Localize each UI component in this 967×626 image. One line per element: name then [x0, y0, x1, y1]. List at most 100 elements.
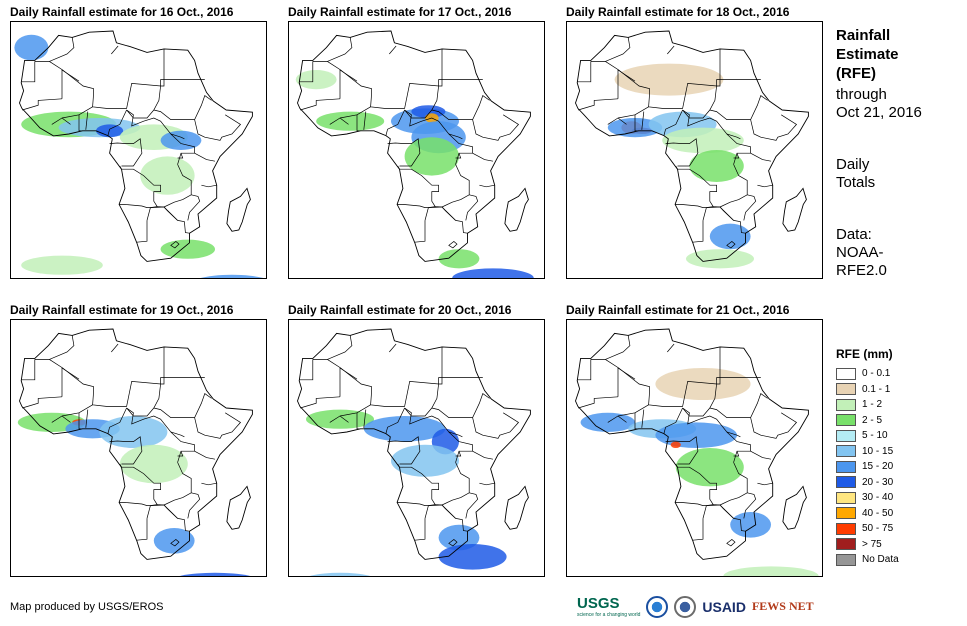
border-line — [153, 95, 212, 120]
border-line — [641, 111, 645, 130]
legend-swatch — [836, 491, 856, 504]
border-line — [665, 436, 699, 465]
madagascar-outline — [226, 485, 251, 530]
border-line — [177, 451, 184, 457]
border-line — [327, 61, 442, 109]
map-frame — [10, 319, 267, 577]
rain-area — [14, 34, 49, 61]
border-line — [385, 109, 405, 136]
border-line — [605, 61, 720, 109]
rain-area — [96, 124, 124, 138]
border-line — [438, 346, 443, 385]
border-line — [109, 138, 143, 167]
coastline — [19, 30, 253, 262]
border-line — [448, 241, 458, 249]
border-line — [136, 220, 148, 243]
border-line — [194, 114, 242, 141]
border-line — [663, 109, 683, 136]
legend-swatch — [836, 522, 856, 535]
border-line — [472, 114, 520, 141]
border-line — [675, 204, 714, 208]
madagascar-outline — [504, 187, 529, 232]
border-line — [455, 451, 462, 457]
border-line — [663, 407, 683, 434]
border-line — [726, 431, 751, 463]
rain-area — [316, 111, 385, 131]
totals-label: Daily Totals — [836, 156, 876, 191]
rain-area — [452, 268, 534, 278]
border-line — [363, 111, 367, 130]
coastline — [297, 328, 531, 560]
border-line — [22, 396, 63, 409]
border-line — [201, 482, 217, 486]
border-line — [750, 412, 798, 439]
border-line — [356, 114, 361, 132]
border-line — [448, 539, 458, 547]
panel-title: Daily Rainfall estimate for 16 Oct., 201… — [10, 5, 234, 19]
border-line — [750, 450, 772, 460]
border-line — [692, 220, 704, 243]
border-line — [299, 61, 314, 83]
legend-item: 30 - 40 — [836, 490, 899, 506]
rain-area — [580, 412, 635, 432]
border-line — [339, 69, 358, 99]
border-line — [300, 98, 341, 111]
border-line — [441, 206, 456, 221]
border-line — [414, 220, 426, 243]
madagascar-outline — [504, 485, 529, 530]
rain-area — [119, 444, 188, 484]
legend-item: 20 - 30 — [836, 475, 899, 491]
border-line — [465, 492, 479, 519]
legend-swatch — [836, 429, 856, 442]
rain-area — [363, 416, 446, 442]
border-line — [675, 165, 721, 208]
border-line — [136, 518, 148, 541]
border-line — [85, 409, 89, 428]
border-line — [607, 415, 627, 423]
africa-map — [14, 30, 264, 278]
border-line — [363, 409, 367, 428]
legend-swatch — [836, 538, 856, 551]
border-line — [312, 37, 353, 62]
border-line — [119, 204, 158, 208]
border-line — [733, 153, 740, 159]
border-line — [743, 194, 757, 221]
fews-net-logo: FEWS NET — [751, 599, 814, 613]
map-frame — [10, 21, 267, 279]
border-line — [126, 383, 161, 417]
border-line — [719, 462, 748, 506]
legend-item: No Data — [836, 552, 899, 568]
border-line — [111, 343, 119, 353]
border-line — [716, 48, 721, 87]
border-line — [692, 518, 704, 541]
border-line — [757, 482, 773, 486]
border-line — [577, 359, 592, 381]
rain-area — [662, 127, 744, 154]
border-line — [329, 117, 349, 125]
border-line — [448, 431, 473, 463]
border-line — [404, 85, 439, 119]
legend-swatch — [836, 476, 856, 489]
rain-area — [675, 448, 744, 487]
border-line — [414, 518, 426, 541]
legend-label: 0.1 - 1 — [862, 383, 891, 395]
border-line — [160, 346, 165, 385]
panel-title: Daily Rainfall estimate for 21 Oct., 201… — [566, 303, 790, 317]
legend-item: 40 - 50 — [836, 506, 899, 522]
madagascar-outline — [226, 187, 251, 232]
border-line — [607, 117, 627, 125]
border-line — [397, 204, 436, 208]
border-line — [590, 335, 631, 360]
border-line — [339, 367, 358, 397]
border-line — [160, 48, 165, 87]
border-line — [163, 164, 192, 208]
border-line — [682, 407, 741, 438]
border-line — [109, 436, 143, 465]
border-line — [22, 98, 63, 111]
border-line — [111, 45, 119, 55]
border-line — [329, 415, 349, 423]
rain-area — [140, 156, 195, 195]
border-line — [170, 539, 180, 547]
legend-label: 10 - 15 — [862, 445, 894, 457]
legend-item: > 75 — [836, 537, 899, 553]
